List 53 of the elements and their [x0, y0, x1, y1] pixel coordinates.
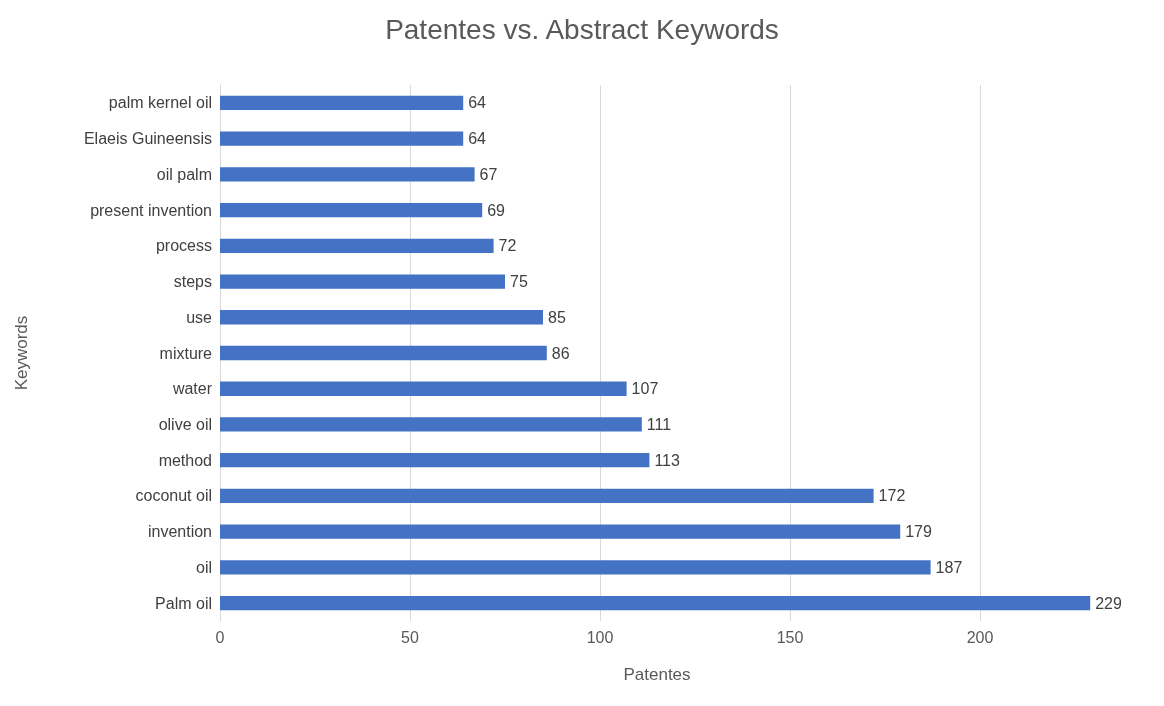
- x-tick-label: 50: [401, 628, 419, 646]
- y-tick-label: steps: [173, 273, 212, 291]
- y-tick-label: invention: [147, 523, 212, 541]
- y-tick-label: Elaeis Guineensis: [83, 130, 212, 148]
- data-label: 179: [905, 523, 932, 541]
- data-label: 64: [468, 130, 487, 148]
- y-tick-label: palm kernel oil: [108, 94, 212, 112]
- y-axis-title: Keywords: [12, 315, 31, 391]
- y-tick-label: Palm oil: [155, 594, 212, 612]
- data-label: 107: [631, 380, 659, 398]
- data-label: 229: [1095, 594, 1122, 612]
- bar: [220, 417, 642, 432]
- data-label: 67: [479, 165, 498, 183]
- x-tick-label: 150: [776, 628, 804, 646]
- data-label: 187: [935, 558, 963, 576]
- bar: [220, 238, 494, 253]
- data-label: 75: [510, 273, 528, 291]
- bar: [220, 95, 464, 111]
- x-tick-label: 200: [966, 628, 994, 646]
- bar: [220, 524, 901, 539]
- bar: [220, 381, 627, 396]
- data-label: 111: [646, 415, 672, 433]
- data-label: 113: [654, 451, 681, 469]
- bar: [220, 595, 1091, 611]
- bar: [220, 488, 874, 504]
- chart-title: Patentes vs. Abstract Keywords: [385, 13, 779, 45]
- y-tick-label: oil: [195, 558, 212, 576]
- y-tick-label: olive oil: [158, 415, 212, 433]
- y-tick-label: use: [186, 308, 213, 326]
- bar: [220, 167, 475, 182]
- y-tick-label: coconut oil: [135, 487, 212, 505]
- bar: [220, 274, 505, 289]
- data-label: 86: [551, 344, 570, 362]
- y-tick-label: water: [171, 380, 213, 398]
- x-tick-label: 0: [215, 628, 225, 646]
- x-tick-label: 100: [586, 628, 614, 646]
- data-label: 69: [487, 201, 506, 219]
- bar: [220, 310, 543, 325]
- y-tick-label: process: [155, 237, 212, 255]
- y-tick-label: oil palm: [156, 165, 212, 183]
- bar: [220, 202, 483, 218]
- data-label: 172: [878, 487, 906, 505]
- data-label: 85: [548, 308, 566, 326]
- bar: [220, 560, 931, 575]
- data-label: 64: [468, 94, 487, 112]
- bar: [220, 131, 464, 146]
- x-axis-title: Patentes: [623, 665, 691, 684]
- y-tick-label: mixture: [159, 344, 213, 362]
- y-tick-label: method: [158, 451, 212, 469]
- bar: [220, 345, 547, 361]
- bar: [220, 453, 650, 468]
- y-tick-label: present invention: [90, 201, 212, 219]
- data-label: 72: [498, 237, 517, 255]
